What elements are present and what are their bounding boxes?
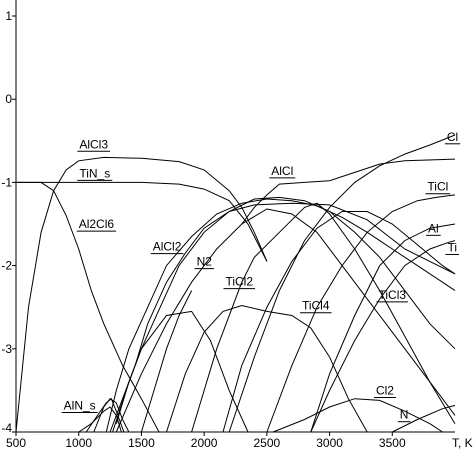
x-tick-label: 2500 — [254, 436, 281, 450]
x-tick-label: 3000 — [316, 436, 343, 450]
chart-series — [15, 134, 456, 433]
y-tick-label: 0 — [5, 92, 12, 106]
series-label-al: Al — [428, 221, 439, 235]
series-label-ticl2: TiCl2 — [225, 275, 253, 289]
series-label-alcl3: AlCl3 — [79, 137, 108, 151]
series-label-alcl: AlCl — [271, 164, 293, 178]
series-line-n2 — [109, 202, 456, 433]
series-line-ticl4 — [166, 304, 368, 433]
series-line-cl2 — [272, 398, 443, 433]
series-line-al2cl6 — [16, 181, 160, 433]
series-line-unlabeled — [115, 310, 249, 433]
series-label-alcl2: AlCl2 — [153, 240, 182, 254]
x-axis-label: T, K — [452, 436, 473, 450]
series-line-alcl — [241, 158, 456, 225]
series-line-alcl2 — [105, 198, 456, 433]
series-label-ticl4: TiCl4 — [302, 299, 330, 313]
series-line-cl — [228, 134, 456, 433]
series-label-ti: Ti — [447, 240, 457, 254]
series-line-ticl2 — [112, 196, 456, 433]
series-label-cl: Cl — [447, 130, 458, 144]
series-line-al — [310, 223, 456, 433]
series-line-ticl — [266, 194, 456, 433]
y-tick-label: -1 — [1, 175, 12, 189]
y-tick-label: -2 — [1, 259, 12, 273]
series-label-tin-s: TiN_s — [79, 166, 110, 180]
series-line-ti — [310, 240, 456, 433]
series-label-n2: N2 — [197, 255, 213, 269]
series-line-unlabeled — [191, 202, 456, 433]
series-label-n: N — [400, 408, 409, 422]
x-tick-label: 3500 — [379, 436, 406, 450]
series-line-unlabeled — [93, 398, 130, 433]
series-label-ticl: TiCl — [427, 180, 448, 194]
y-tick-label: -3 — [1, 342, 12, 356]
x-tick-label: 2000 — [191, 436, 218, 450]
series-line-tin-s — [16, 181, 268, 262]
series-label-al2cl6: Al2Cl6 — [79, 217, 115, 231]
series-line-unlabeled — [222, 211, 456, 433]
series-line-unlabeled — [78, 406, 122, 433]
x-tick-label: 1000 — [65, 436, 92, 450]
series-line-n — [392, 404, 456, 433]
x-tick-label: 1500 — [128, 436, 155, 450]
x-tick-label: 500 — [6, 436, 26, 450]
series-labels: AlCl3 TiN_s Al2Cl6 AlCl Cl TiCl Al Ti AlCl2 N2 TiC… — [61, 130, 461, 423]
series-line-ticl3 — [115, 208, 456, 433]
chart-axes — [15, 0, 455, 433]
series-label-cl2: Cl2 — [376, 384, 394, 398]
y-tick-label: -4 — [1, 421, 12, 435]
y-tick-label: 1 — [5, 9, 12, 23]
series-label-ticl3: TiCl3 — [378, 288, 406, 302]
series-line-unlabeled — [140, 290, 193, 433]
series-label-aln-s: AlN_s — [64, 399, 96, 413]
